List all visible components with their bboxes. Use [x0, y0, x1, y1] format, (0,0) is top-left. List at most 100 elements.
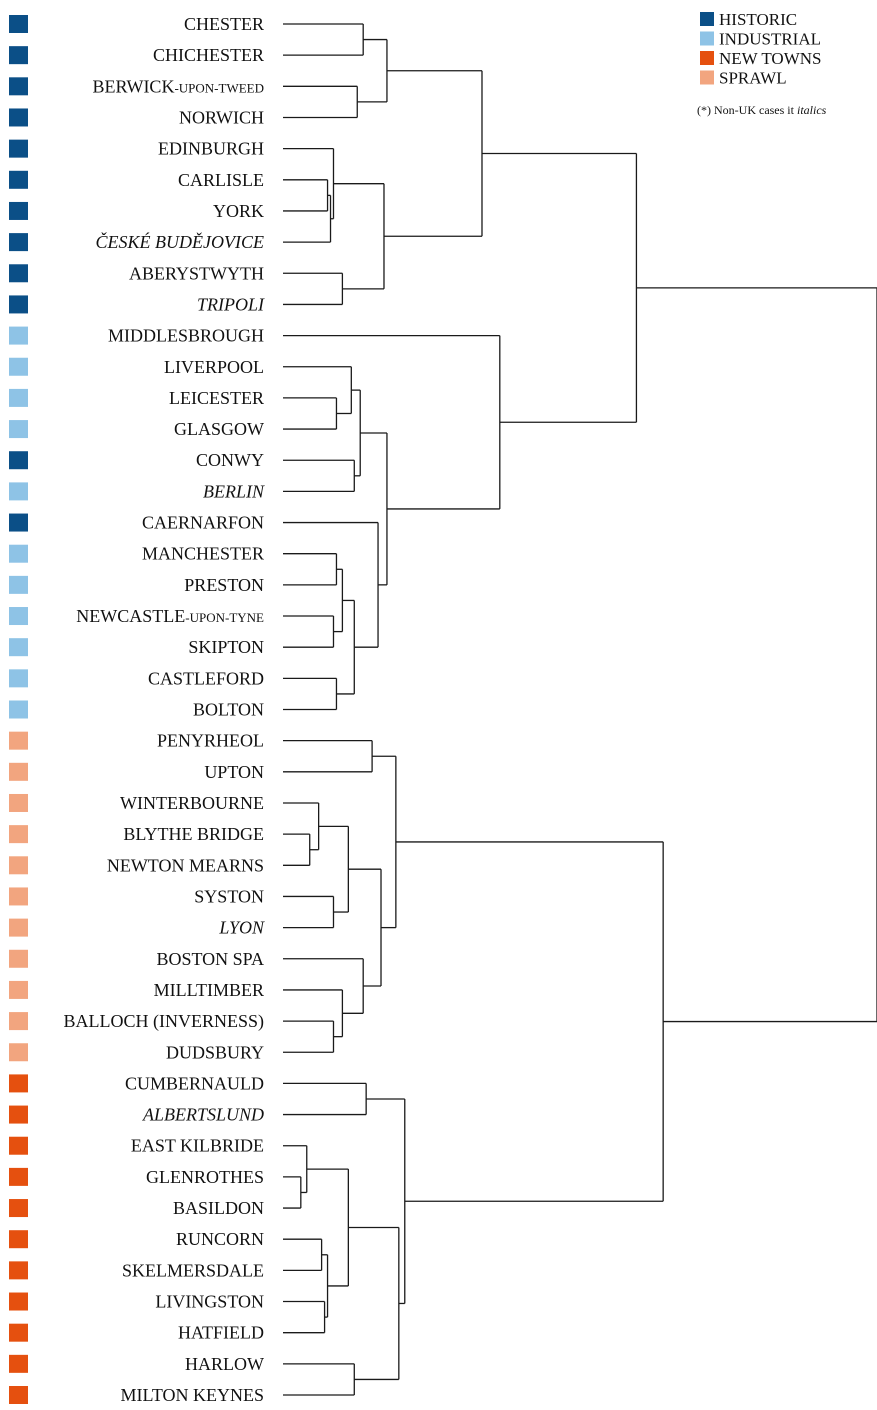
leaf-label-manchester: MANCHESTER: [142, 544, 264, 564]
leaf-label-aberystwyth: ABERYSTWYTH: [129, 263, 264, 283]
leaf-label-cumbernauld: CUMBERNAULD: [125, 1073, 264, 1093]
leaf-label-east-kilbride: EAST KILBRIDE: [131, 1136, 264, 1156]
leaf-label-berwick-upon-tweed: BERWICK-UPON-TWEED: [92, 76, 264, 96]
leaf-marker-chester: [9, 15, 28, 33]
leaf-label-runcorn: RUNCORN: [176, 1229, 264, 1249]
leaf-marker-milltimber: [9, 980, 28, 999]
leaf-label-albertslund: ALBERTSLUND: [142, 1105, 264, 1125]
leaf-label-preston: PRESTON: [184, 575, 264, 595]
leaf-marker-skelmersdale: [9, 1261, 28, 1280]
leaf-marker-runcorn: [9, 1230, 28, 1249]
leaf-label-balloch-inverness: BALLOCH (INVERNESS): [64, 1011, 265, 1032]
leaf-marker-leicester: [9, 388, 28, 407]
leaf-marker-boston-spa: [9, 949, 28, 968]
leaf-label-skelmersdale: SKELMERSDALE: [122, 1260, 264, 1280]
leaf-marker-blythe-bridge: [9, 825, 28, 844]
leaf-marker-winterbourne: [9, 793, 28, 812]
leaf-marker-liverpool: [9, 357, 28, 376]
legend-swatch-industrial: [700, 31, 714, 46]
leaf-label-harlow: HARLOW: [185, 1354, 264, 1374]
leaf-label-milton-keynes: MILTON KEYNES: [120, 1385, 264, 1405]
leaf-label-glenrothes: GLENROTHES: [146, 1167, 264, 1187]
leaf-marker-syston: [9, 887, 28, 906]
leaf-marker-milton-keynes: [9, 1386, 28, 1404]
leaf-label-basildon: BASILDON: [173, 1198, 264, 1218]
leaf-label-syston: SYSTON: [194, 886, 264, 906]
leaf-label-chichester: CHICHESTER: [153, 45, 264, 65]
leaf-label-carlisle: CARLISLE: [178, 170, 264, 190]
leaf-marker-castleford: [9, 669, 28, 688]
leaf-marker-glenrothes: [9, 1167, 28, 1186]
leaf-labels: CHESTER CHICHESTER BERWICK-UPON-TWEED NORWI…: [64, 14, 266, 1405]
leaf-marker-dudsbury: [9, 1043, 28, 1062]
leaf-label-newcastle-upon-tyne: NEWCASTLE-UPON-TYNE: [76, 606, 264, 626]
leaf-marker-carlisle: [9, 170, 28, 189]
leaf-marker-livingston: [9, 1292, 28, 1311]
leaf-label-edinburgh: EDINBURGH: [158, 139, 264, 159]
leaf-marker-albertslund: [9, 1105, 28, 1124]
leaf-label-milltimber: MILLTIMBER: [154, 980, 264, 1000]
leaf-marker-preston: [9, 575, 28, 594]
leaf-group-markers: [9, 15, 28, 1404]
leaf-label-hatfield: HATFIELD: [178, 1323, 264, 1343]
leaf-marker-york: [9, 201, 28, 220]
leaf-label-berlin: BERLIN: [203, 481, 265, 501]
leaf-marker-cumbernauld: [9, 1074, 28, 1093]
leaf-label-glasgow: GLASGOW: [174, 419, 264, 439]
leaf-label-norwich: NORWICH: [179, 107, 264, 127]
legend-label-sprawl: SPRAWL: [719, 69, 787, 88]
leaf-label-penyrheol: PENYRHEOL: [157, 731, 264, 751]
legend-swatch-new-towns: [700, 51, 714, 65]
leaf-label-chester: CHESTER: [184, 14, 264, 34]
leaf-label-castleford: CASTLEFORD: [148, 668, 264, 688]
leaf-label-newton-mearns: NEWTON MEARNS: [107, 855, 264, 875]
leaf-label-skipton: SKIPTON: [188, 637, 264, 657]
leaf-marker-norwich: [9, 108, 28, 127]
leaf-marker-upton: [9, 762, 28, 781]
leaf-label-york: YORK: [213, 201, 264, 221]
leaf-label-upton: UPTON: [204, 762, 264, 782]
leaf-label-leicester: LEICESTER: [169, 388, 264, 408]
leaf-marker-hatfield: [9, 1323, 28, 1342]
leaf-marker-berwick-upon-tweed: [9, 77, 28, 96]
leaf-marker-penyrheol: [9, 731, 28, 750]
legend-swatch-historic: [700, 12, 714, 26]
leaf-marker-edinburgh: [9, 139, 28, 158]
leaf-marker-aberystwyth: [9, 264, 28, 283]
leaf-label-bolton: BOLTON: [193, 700, 264, 720]
leaf-label-caernarfon: CAERNARFON: [142, 513, 264, 533]
leaf-marker-harlow: [9, 1354, 28, 1373]
leaf-label-conwy: CONWY: [196, 450, 264, 470]
leaf-marker-manchester: [9, 544, 28, 563]
legend-label-historic: HISTORIC: [719, 10, 797, 29]
leaf-label-boston-spa: BOSTON SPA: [156, 949, 264, 969]
leaf-marker-balloch-inverness: [9, 1012, 28, 1031]
leaf-label-dudsbury: DUDSBURY: [166, 1042, 264, 1062]
leaf-marker-east-kilbride: [9, 1136, 28, 1155]
leaf-label-tripoli: TRIPOLI: [197, 294, 265, 314]
leaf-marker-newton-mearns: [9, 856, 28, 875]
leaf-marker-glasgow: [9, 420, 28, 439]
leaf-marker-berlin: [9, 482, 28, 501]
leaf-marker-newcastle-upon-tyne: [9, 607, 28, 626]
leaf-marker-lyon: [9, 918, 28, 937]
leaf-label-liverpool: LIVERPOOL: [164, 357, 264, 377]
leaf-marker-tripoli: [9, 295, 28, 314]
legend-swatch-sprawl: [700, 70, 714, 85]
leaf-label-middlesbrough: MIDDLESBROUGH: [108, 326, 264, 346]
leaf-label-blythe-bridge: BLYTHE BRIDGE: [123, 824, 264, 844]
leaf-label-livingston: LIVINGSTON: [155, 1292, 264, 1312]
legend-label-industrial: INDUSTRIAL: [719, 30, 821, 49]
leaf-marker-middlesbrough: [9, 326, 28, 345]
leaf-marker-chichester: [9, 46, 28, 65]
leaf-marker-bolton: [9, 700, 28, 719]
legend-note: (*) Non-UK cases it italics: [697, 103, 827, 117]
leaf-marker-ceske-budejovice: [9, 233, 28, 252]
leaf-label-winterbourne: WINTERBOURNE: [120, 793, 264, 813]
leaf-label-lyon: LYON: [218, 918, 265, 938]
legend-label-new-towns: NEW TOWNS: [719, 49, 821, 68]
dendrogram-links: [283, 23, 877, 1396]
